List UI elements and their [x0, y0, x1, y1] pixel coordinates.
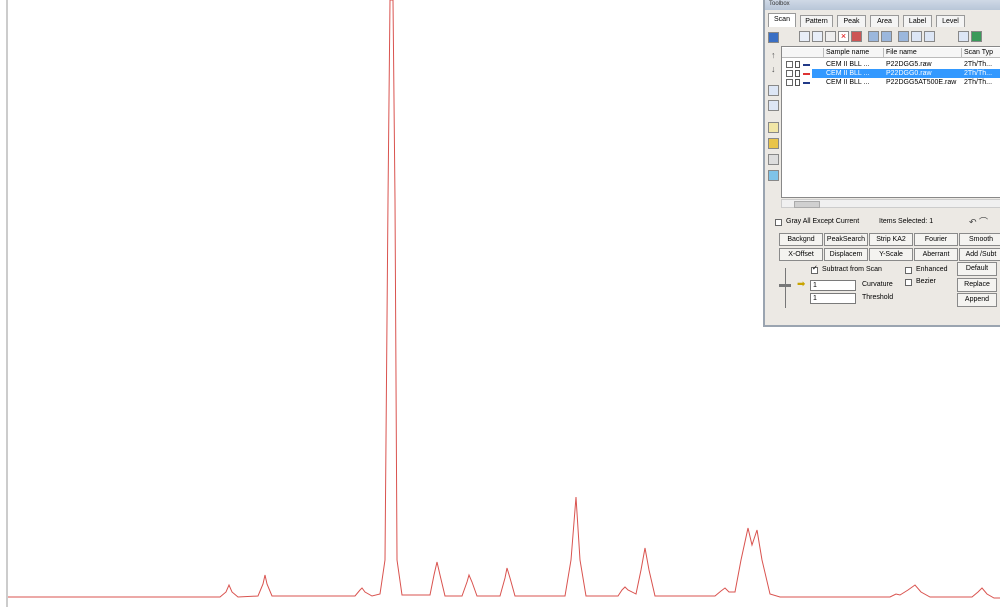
icon[interactable] [768, 154, 779, 165]
color-swatch [803, 64, 810, 66]
tool-icon[interactable] [825, 31, 836, 42]
function-button[interactable]: Smooth [959, 233, 1000, 246]
function-button[interactable]: X-Offset [779, 248, 823, 261]
checkbox[interactable] [811, 267, 818, 274]
column-header[interactable]: Scan Typ [962, 48, 1000, 58]
checkbox[interactable] [905, 267, 912, 274]
table-cell[interactable]: 2Th/Th... [964, 79, 993, 86]
icon[interactable] [768, 170, 779, 181]
enhanced-label: Enhanced [916, 266, 948, 273]
table-cell[interactable]: 2Th/Th... [964, 61, 993, 68]
row-icon [795, 70, 800, 77]
icon[interactable] [768, 100, 779, 111]
curvature-input[interactable]: 1 [810, 280, 856, 291]
subtract-label: Subtract from Scan [822, 266, 882, 273]
icon[interactable] [768, 138, 779, 149]
checkbox[interactable] [775, 219, 782, 226]
slider-thumb[interactable] [779, 284, 791, 287]
toolbox-window: Toolbox ↑ ↓ × Sample name File name Scan T… [763, 0, 1000, 327]
function-button[interactable]: Add /Subt [959, 248, 1000, 261]
check-mark: ✓ [812, 265, 818, 272]
table-cell[interactable]: CEM II BLL ... [826, 79, 870, 86]
tool-icon[interactable] [958, 31, 969, 42]
tab[interactable]: Level [936, 15, 965, 27]
function-button[interactable]: Displacem [824, 248, 868, 261]
table-cell[interactable]: CEM II BLL ... [826, 70, 870, 77]
gray-all-label: Gray All Except Current [786, 218, 860, 225]
window-title: Toolbox [769, 1, 790, 7]
row-icon [795, 61, 800, 68]
column-header [782, 48, 824, 58]
icon[interactable] [768, 32, 779, 43]
column-header[interactable]: File name [884, 48, 962, 58]
tab[interactable]: Label [903, 15, 932, 27]
items-selected: Items Selected: 1 [879, 218, 934, 225]
function-button[interactable]: Y-Scale [869, 248, 913, 261]
icon[interactable]: ↑ [771, 50, 776, 60]
tool-icon[interactable] [799, 31, 810, 42]
icon[interactable] [768, 85, 779, 96]
tool-icon[interactable] [881, 31, 892, 42]
table-cell[interactable]: CEM II BLL ... [826, 61, 870, 68]
color-swatch [803, 82, 810, 84]
table-cell[interactable]: 2Th/Th... [964, 70, 993, 77]
action-button[interactable]: Append [957, 293, 997, 307]
row-highlight[interactable] [812, 69, 1000, 78]
function-button[interactable]: Strip KA2 [869, 233, 913, 246]
tab[interactable]: Area [870, 15, 899, 27]
threshold-input[interactable]: 1 [810, 293, 856, 304]
tool-icon[interactable] [868, 31, 879, 42]
function-button[interactable]: PeakSearch [824, 233, 868, 246]
slider-track[interactable] [785, 268, 786, 308]
scrollbar[interactable] [781, 199, 1000, 208]
checkbox[interactable] [786, 70, 793, 77]
undo-icon[interactable]: ↶ ⌒ [969, 217, 989, 227]
table-cell[interactable]: P22DGG0.raw [886, 70, 932, 77]
table-cell[interactable]: P22DGG5AT500E.raw [886, 79, 957, 86]
scan-trace [8, 0, 1000, 599]
tab[interactable]: Scan [768, 13, 796, 27]
column-header[interactable]: Sample name [824, 48, 884, 58]
arrow-icon: ➡ [797, 279, 806, 290]
icon[interactable] [768, 122, 779, 133]
curvature-label: Curvature [862, 281, 893, 288]
tab[interactable]: Peak [837, 15, 866, 27]
tab[interactable]: Pattern [800, 15, 833, 27]
scan-table: Sample name File name Scan Typ CEM II BLL .… [781, 46, 1000, 198]
color-swatch [803, 73, 810, 75]
scroll-thumb[interactable] [794, 201, 820, 208]
checkbox[interactable] [786, 79, 793, 86]
checkbox[interactable] [786, 61, 793, 68]
tool-icon[interactable] [898, 31, 909, 42]
bezier-label: Bezier [916, 278, 936, 285]
action-button[interactable]: Default [957, 262, 997, 276]
threshold-label: Threshold [862, 294, 894, 301]
tool-icon[interactable]: × [838, 31, 849, 42]
tool-icon[interactable] [911, 31, 922, 42]
checkbox[interactable] [905, 279, 912, 286]
icon[interactable]: ↓ [771, 64, 776, 74]
tool-icon[interactable] [851, 31, 862, 42]
tool-icon[interactable] [924, 31, 935, 42]
action-button[interactable]: Replace [957, 278, 997, 292]
function-button[interactable]: Aberrant [914, 248, 958, 261]
table-cell[interactable]: P22DGG5.raw [886, 61, 932, 68]
title-bar [765, 0, 1000, 10]
function-button[interactable]: Fourier [914, 233, 958, 246]
row-icon [795, 79, 800, 86]
tool-icon[interactable] [812, 31, 823, 42]
function-button[interactable]: Backgnd [779, 233, 823, 246]
tool-icon[interactable] [971, 31, 982, 42]
